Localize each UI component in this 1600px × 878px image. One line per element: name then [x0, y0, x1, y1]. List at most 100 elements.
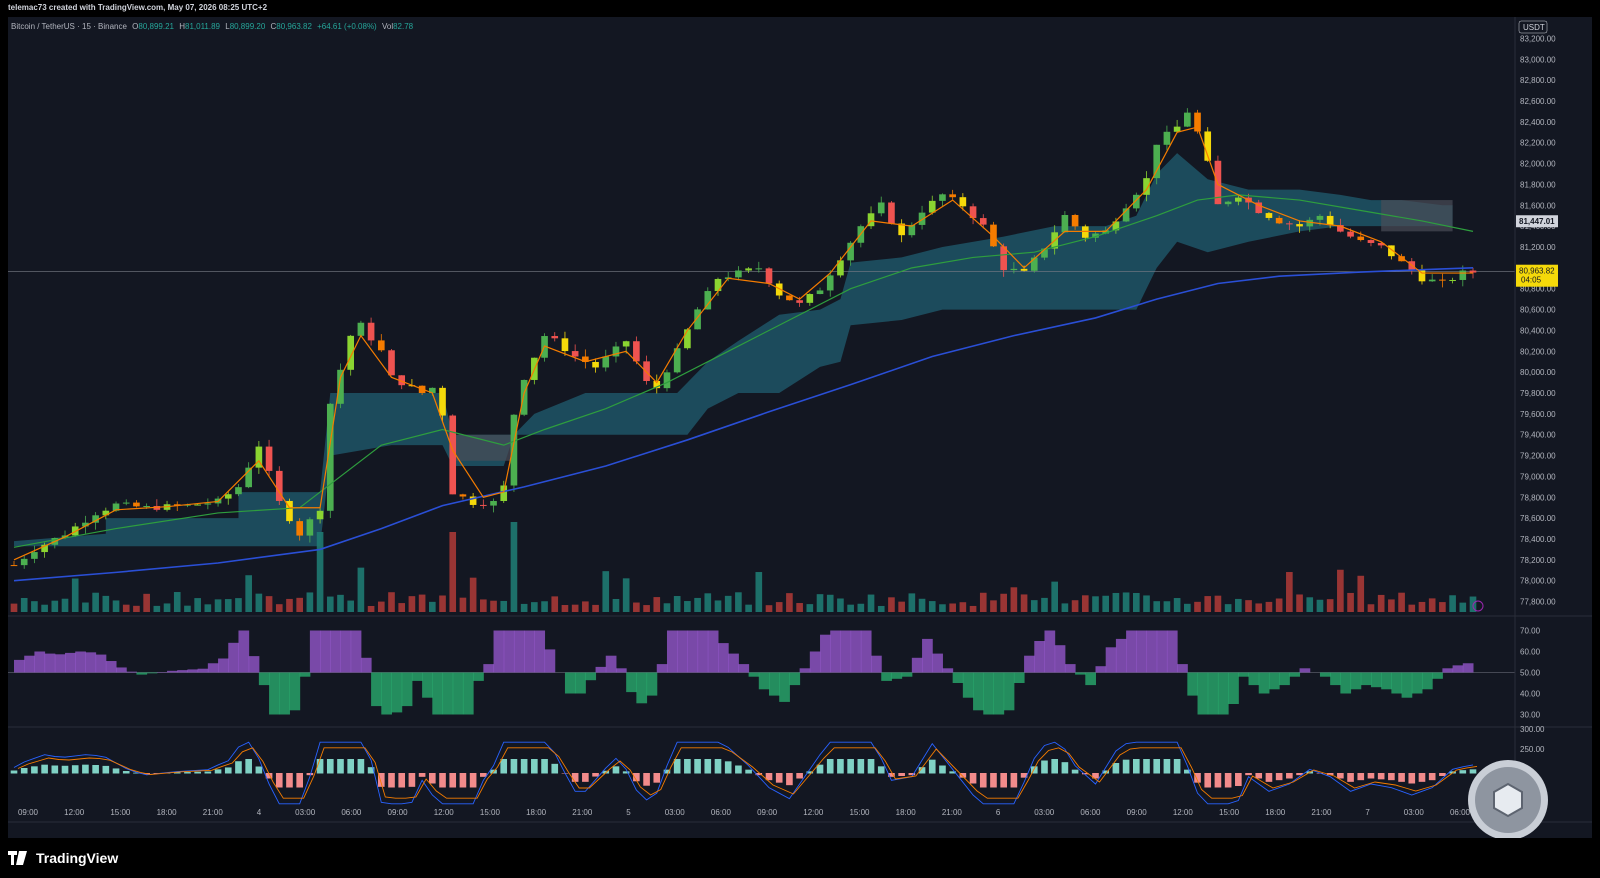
macd-histogram-bar [1286, 773, 1293, 779]
rsi-area [697, 630, 709, 673]
rsi-area [177, 670, 188, 673]
volume-bar [204, 604, 212, 612]
rsi-area [411, 672, 423, 681]
macd-histogram-bar [867, 759, 875, 774]
rsi-area [789, 672, 801, 686]
volume-bar [388, 592, 395, 612]
candle-body [735, 270, 742, 278]
volume-bar [133, 605, 140, 612]
rsi-area [1350, 672, 1362, 690]
macd-histogram-bar [1428, 773, 1436, 781]
price-tick-label: 82,200.00 [1520, 139, 1556, 148]
volume-bar [1245, 600, 1252, 612]
macd-histogram-bar [194, 771, 201, 774]
rsi-area [279, 672, 290, 715]
rsi-area [24, 655, 35, 673]
rsi-area [65, 652, 76, 673]
candle-body [1357, 236, 1365, 241]
rsi-area [871, 655, 882, 673]
rsi-area [473, 672, 484, 681]
rsi-area [1432, 672, 1443, 679]
volume-bar [1184, 603, 1191, 612]
rsi-area [585, 672, 597, 681]
macd-histogram-bar [357, 759, 365, 774]
macd-histogram-bar [449, 773, 457, 788]
macd-histogram-bar [735, 765, 742, 774]
brand-logo[interactable]: TradingView [8, 850, 118, 866]
candle-body [908, 224, 916, 236]
price-tick-label: 83,200.00 [1520, 34, 1556, 43]
macd-histogram-bar [673, 759, 681, 774]
macd-histogram-bar [786, 773, 793, 786]
candle-body [918, 212, 926, 225]
macd-histogram-bar [1030, 766, 1038, 774]
volume-bar [775, 602, 783, 612]
candle-body [1459, 270, 1467, 280]
candle-body [337, 369, 344, 404]
rsi-area [75, 651, 86, 673]
volume-bar [286, 598, 293, 612]
marked-price-label: 81,447.01 [1519, 217, 1555, 226]
candle-body [959, 197, 967, 207]
rsi-area [1370, 672, 1382, 688]
macd-histogram-bar [316, 759, 324, 774]
rsi-area [1146, 630, 1158, 673]
macd-histogram-bar [1194, 773, 1201, 783]
rsi-area [615, 668, 627, 673]
volume-bar [112, 600, 120, 612]
macd-histogram-bar [1275, 773, 1283, 781]
rsi-area [330, 630, 341, 673]
price-tick-label: 79,600.00 [1520, 410, 1556, 419]
rsi-area [1381, 672, 1392, 690]
candle-body [153, 506, 161, 510]
volume-bar [1051, 581, 1059, 612]
candle-body [296, 521, 303, 536]
macd-histogram-bar [1337, 773, 1344, 779]
rsi-area [513, 630, 525, 673]
rsi-area [1207, 672, 1219, 715]
rsi-area [1003, 672, 1015, 711]
rsi-area [666, 630, 678, 673]
candle-body [633, 341, 640, 362]
rsi-area [1452, 665, 1464, 673]
volume-bar [990, 600, 997, 612]
candle-body [388, 350, 395, 376]
rsi-area [993, 672, 1005, 715]
rsi-area [493, 630, 505, 673]
macd-histogram-bar [224, 767, 232, 774]
volume-bar [1194, 601, 1201, 612]
volume-bar [163, 603, 171, 612]
rsi-area [207, 663, 219, 673]
volume-bar [1204, 596, 1212, 612]
macd-histogram-bar [388, 773, 395, 788]
candle-body [561, 338, 569, 352]
rsi-area [1177, 664, 1188, 673]
moving-averages [13, 126, 1474, 582]
price-tick-label: 78,600.00 [1520, 514, 1556, 523]
rsi-area [248, 656, 260, 673]
volume-bar [102, 595, 110, 612]
rsi-area [1238, 672, 1250, 677]
candle-body [1000, 246, 1007, 271]
macd-histogram-bar [1265, 773, 1273, 782]
macd-histogram-bar [408, 773, 416, 787]
candle-body [928, 200, 936, 213]
candle-body [1449, 279, 1456, 281]
rsi-area [820, 634, 831, 673]
candle-body [143, 506, 150, 508]
candle-body [398, 375, 406, 386]
volume-bar [857, 603, 865, 612]
candle-body [377, 340, 385, 351]
rsi-area [1258, 672, 1270, 694]
candle-body [520, 379, 528, 415]
candle-body [1296, 224, 1303, 227]
time-tick-label: 12:00 [64, 808, 85, 817]
macd-histogram-bar [1122, 759, 1130, 774]
candle-body [582, 356, 589, 362]
symbol-legend: Bitcoin / TetherUS · 15 · Binance O80,89… [11, 22, 413, 31]
volume-bar [704, 593, 712, 612]
volume-bar [1255, 603, 1263, 612]
rsi-area [1054, 645, 1066, 673]
volume-bar [61, 598, 69, 612]
